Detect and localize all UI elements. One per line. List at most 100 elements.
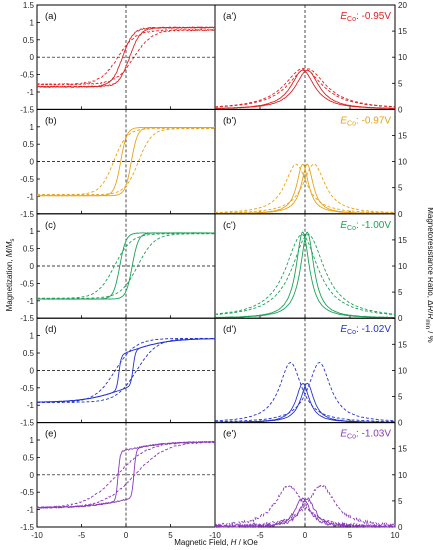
hysteresis-dashed-curve <box>36 337 216 403</box>
left-y-tick-label: -0.5 <box>20 175 34 184</box>
mr-dashed-curve <box>214 68 396 108</box>
x-tick-label-right: -5 <box>256 531 264 540</box>
hysteresis-dashed-curve <box>36 233 216 299</box>
hysteresis-dashed-curve <box>36 28 216 86</box>
left-axis-title: Magnetization, M/Ms <box>5 239 16 312</box>
hysteresis-dashed-curve <box>36 440 216 509</box>
condition-label: ECo: -0.95V <box>340 11 391 23</box>
left-y-tick-label: -0.5 <box>20 279 34 288</box>
left-y-tick-label: -1 <box>27 401 35 410</box>
left-y-tick-label: -0.5 <box>20 71 34 80</box>
x-tick-label-right: 5 <box>348 531 353 540</box>
right-y-tick-label: 10 <box>398 158 407 167</box>
left-y-tick-label: 1.5 <box>23 1 35 10</box>
mr-dashed-curve <box>214 68 396 108</box>
hysteresis-solid-curve <box>36 232 216 300</box>
hysteresis-dashed-curve <box>36 127 216 196</box>
right-y-tick-label: 0 <box>398 314 403 323</box>
right-y-tick-label: 10 <box>398 366 407 375</box>
panel-label-right: (c') <box>223 220 236 231</box>
right-y-tick-label: 10 <box>398 53 407 62</box>
left-y-tick-label: 1 <box>30 436 35 445</box>
left-y-tick-label: -1.5 <box>20 314 34 323</box>
right-y-tick-label: 5 <box>398 497 403 506</box>
left-y-tick-label: 0 <box>30 262 35 271</box>
left-y-tick-label: 0 <box>30 471 35 480</box>
right-y-tick-label: 0 <box>398 523 403 532</box>
right-axis-title: Magnetoresistance Ratio, ΔR/Rmin / % <box>424 207 433 343</box>
left-y-tick-label: 1 <box>30 18 35 27</box>
right-y-tick-label: 0 <box>398 419 403 428</box>
x-tick-label-right: 10 <box>391 531 400 540</box>
right-y-tick-label: 15 <box>398 132 407 141</box>
mr-dashed-curve <box>214 163 396 214</box>
left-y-tick-label: 1 <box>30 227 35 236</box>
right-y-tick-label: 5 <box>398 79 403 88</box>
hysteresis-dashed-curve <box>36 233 216 299</box>
mr-dashed-curve <box>214 362 396 423</box>
right-y-tick-label: 15 <box>398 340 407 349</box>
left-y-tick-label: 0.5 <box>23 245 35 254</box>
right-y-tick-label: 10 <box>398 262 407 271</box>
panel-label-left: (c) <box>45 220 56 231</box>
right-y-tick-label: 5 <box>398 393 403 402</box>
mr-dashed-curve <box>214 234 396 316</box>
right-y-tick-label: 0 <box>398 210 403 219</box>
left-y-tick-label: 0.5 <box>23 453 35 462</box>
mr-solid-curve <box>214 383 396 423</box>
left-y-tick-label: 0.5 <box>23 140 35 149</box>
mr-dashed-curve <box>214 483 396 529</box>
x-tick-label-left: 0 <box>124 531 129 540</box>
hysteresis-dashed-curve <box>36 441 216 509</box>
condition-label: ECo: -1.02V <box>340 324 391 336</box>
left-y-tick-label: 1 <box>30 332 35 341</box>
right-y-tick-label: 0 <box>398 105 403 114</box>
right-y-tick-label: 10 <box>398 471 407 480</box>
mr-solid-curve <box>214 231 396 319</box>
panel-label-left: (d) <box>45 324 57 335</box>
panel-label-right: (e') <box>223 429 236 440</box>
condition-label: ECo: -0.97V <box>340 115 391 127</box>
left-y-tick-label: -1.5 <box>20 210 34 219</box>
hysteresis-dashed-curve <box>36 28 216 86</box>
left-y-tick-label: -0.5 <box>20 488 34 497</box>
x-tick-label-right: 0 <box>303 531 308 540</box>
mr-dashed-curve <box>214 483 396 529</box>
left-y-tick-label: -1.5 <box>20 523 34 532</box>
panel-label-right: (d') <box>223 324 236 335</box>
panel-label-right: (b') <box>223 115 236 126</box>
left-y-tick-label: -1 <box>27 192 35 201</box>
right-y-tick-label: 20 <box>398 1 407 10</box>
right-y-tick-label: 15 <box>398 236 407 245</box>
panel-label-right: (a') <box>223 11 236 22</box>
condition-label: ECo: -1.00V <box>340 220 391 232</box>
x-tick-label-right: -10 <box>209 531 221 540</box>
hysteresis-dashed-curve <box>36 127 216 196</box>
hysteresis-solid-curve <box>36 26 216 88</box>
panel-label-left: (a) <box>45 11 57 22</box>
left-y-tick-label: 1 <box>30 123 35 132</box>
panel-label-left: (e) <box>45 429 57 440</box>
right-y-tick-label: 5 <box>398 184 403 193</box>
left-y-tick-label: 0 <box>30 366 35 375</box>
left-y-tick-label: 0.5 <box>23 349 35 358</box>
right-y-tick-label: 15 <box>398 27 407 36</box>
left-y-tick-label: -1.5 <box>20 105 34 114</box>
x-axis-title: Magnetic Field, H / kOe <box>174 538 258 547</box>
condition-label: ECo: -1.03V <box>340 429 391 441</box>
left-y-tick-label: -1 <box>27 297 35 306</box>
left-y-tick-label: -1.5 <box>20 419 34 428</box>
hysteresis-dashed-curve <box>36 337 216 403</box>
left-y-tick-label: -1 <box>27 506 35 515</box>
x-tick-label-left: -10 <box>31 531 43 540</box>
panel-label-left: (b) <box>45 115 57 126</box>
mr-dashed-curve <box>215 361 396 423</box>
left-y-tick-label: 0 <box>30 158 35 167</box>
x-tick-label-left: 5 <box>168 531 173 540</box>
left-y-tick-label: 0 <box>30 53 35 62</box>
left-y-tick-label: -0.5 <box>20 384 34 393</box>
left-y-tick-label: -1 <box>27 88 35 97</box>
mr-solid-curve <box>214 69 396 110</box>
